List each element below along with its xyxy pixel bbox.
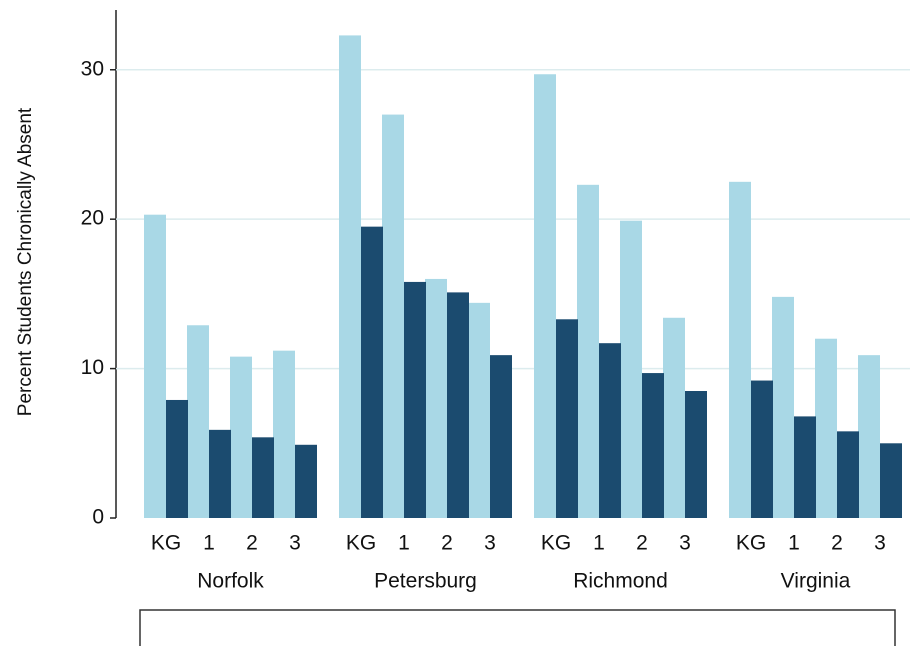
bar — [772, 296, 794, 518]
x-tick-label: 2 — [831, 532, 843, 555]
bar — [880, 443, 902, 518]
bar — [166, 399, 188, 518]
y-tick-label: 30 — [81, 57, 104, 80]
x-tick-label: 3 — [484, 532, 496, 555]
bar — [361, 226, 383, 518]
bar — [577, 184, 599, 518]
bar — [794, 416, 816, 518]
bar — [534, 74, 556, 518]
bar — [815, 338, 837, 518]
x-tick-label: KG — [736, 532, 766, 555]
bar — [468, 302, 490, 518]
y-tick-label: 0 — [92, 506, 104, 529]
bar — [273, 350, 295, 518]
y-tick-label: 20 — [81, 207, 104, 230]
x-tick-label: 2 — [441, 532, 453, 555]
bar — [663, 317, 685, 518]
x-tick-label: 2 — [636, 532, 648, 555]
legend — [139, 609, 896, 646]
bar — [382, 114, 404, 519]
bar — [187, 325, 209, 518]
x-tick-label: 1 — [203, 532, 215, 555]
bar — [490, 355, 512, 518]
bar — [144, 214, 166, 518]
bar — [751, 380, 773, 518]
x-tick-label: 1 — [398, 532, 410, 555]
group-label: Richmond — [573, 570, 668, 593]
x-tick-label: KG — [151, 532, 181, 555]
bar — [599, 343, 621, 518]
bar — [447, 292, 469, 518]
x-tick-label: 3 — [874, 532, 886, 555]
bar — [425, 278, 447, 518]
x-tick-label: 3 — [289, 532, 301, 555]
bar — [252, 437, 274, 518]
x-tick-label: 1 — [593, 532, 605, 555]
bar — [295, 444, 317, 518]
x-tick-label: 2 — [246, 532, 258, 555]
bar — [642, 373, 664, 518]
bar — [729, 181, 751, 518]
x-tick-label: KG — [541, 532, 571, 555]
bar — [620, 220, 642, 518]
group-label: Norfolk — [197, 570, 264, 593]
bar — [404, 281, 426, 518]
bar — [209, 429, 231, 518]
group-label: Petersburg — [374, 570, 477, 593]
x-tick-label: KG — [346, 532, 376, 555]
x-tick-label: 1 — [788, 532, 800, 555]
y-axis-label: Percent Students Chronically Absent — [15, 107, 36, 416]
bar — [339, 35, 361, 519]
bar — [685, 391, 707, 518]
bar — [837, 431, 859, 518]
bar — [858, 355, 880, 518]
group-label: Virginia — [781, 570, 851, 593]
x-tick-label: 3 — [679, 532, 691, 555]
bar — [556, 319, 578, 518]
y-tick-label: 10 — [81, 356, 104, 379]
bar — [230, 356, 252, 518]
